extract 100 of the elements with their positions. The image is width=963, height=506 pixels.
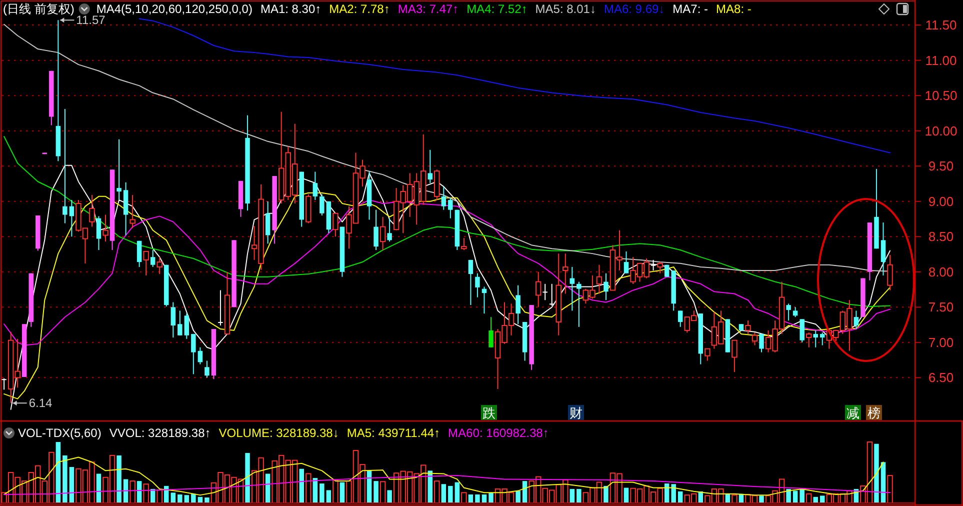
chart-title: (日线 前复权) <box>3 2 74 16</box>
candlestick <box>624 250 629 274</box>
bar <box>786 488 791 503</box>
bar <box>448 486 453 503</box>
chart-title: VOL-TDX(5,60) <box>18 426 102 440</box>
bar <box>156 490 162 504</box>
candlestick <box>448 197 453 219</box>
candlestick <box>380 216 386 251</box>
candlestick <box>704 348 710 362</box>
bar <box>191 494 196 503</box>
bar <box>678 491 683 503</box>
bar <box>387 490 392 503</box>
candlestick <box>136 240 142 268</box>
bar <box>671 484 676 503</box>
candlestick <box>374 209 378 251</box>
y-tick-label: 8.00 <box>928 264 954 280</box>
y-tick-label: 9.00 <box>928 194 954 209</box>
chart-subtitle: MA4(5,10,20,60,120,250,0,0) <box>96 2 252 16</box>
y-tick-label: 8.50 <box>928 229 954 244</box>
candlestick <box>806 332 812 348</box>
candlestick <box>800 318 804 343</box>
candlestick <box>204 360 210 378</box>
bar <box>340 482 345 503</box>
bar <box>265 474 270 503</box>
candlestick <box>96 216 102 251</box>
candlestick <box>461 238 467 251</box>
text: VVOL: 328189.38↑ <box>109 426 211 440</box>
text: MA1: 8.30↑ <box>260 2 322 16</box>
text: MA6: 9.69↓ <box>604 2 665 16</box>
candlestick <box>813 330 818 348</box>
candlestick <box>198 346 203 365</box>
bar <box>204 498 210 503</box>
candlestick <box>516 284 520 325</box>
bar <box>516 490 520 503</box>
candlestick <box>732 340 738 373</box>
candlestick <box>387 218 392 242</box>
candlestick <box>657 262 663 274</box>
bar <box>792 490 798 503</box>
candlestick <box>570 266 575 312</box>
bar <box>820 496 825 503</box>
annotation: 财 <box>570 406 582 420</box>
candlestick <box>2 378 6 390</box>
bar <box>874 444 879 503</box>
candlestick <box>143 250 149 276</box>
candlestick <box>150 250 156 268</box>
y-tick-label: 11.50 <box>925 18 957 33</box>
candlestick <box>759 333 764 353</box>
text: VOLUME: 328189.38↓ <box>218 426 339 440</box>
bar <box>461 492 467 504</box>
y-tick-label: 6.50 <box>928 370 954 386</box>
candlestick <box>178 310 182 336</box>
candlestick <box>89 194 95 228</box>
bar <box>116 455 122 503</box>
candlestick <box>745 320 751 334</box>
bar <box>800 488 804 503</box>
candlestick <box>854 310 859 330</box>
annotation: 榜 <box>868 406 880 420</box>
line-series <box>4 192 891 400</box>
text: MA2: 7.78↑ <box>329 2 390 16</box>
bar <box>184 495 190 503</box>
bar <box>130 480 136 504</box>
candlestick <box>562 253 568 294</box>
bar <box>759 496 764 503</box>
bar <box>56 442 61 503</box>
y-tick-label: 7.50 <box>928 300 954 315</box>
candlestick <box>542 283 548 301</box>
candlestick <box>265 200 270 244</box>
candlestick <box>887 254 893 291</box>
y-tick-label: 9.50 <box>928 158 954 174</box>
candlestick <box>678 310 683 328</box>
candlestick <box>650 259 656 271</box>
bar <box>441 484 446 503</box>
candlestick <box>488 316 494 348</box>
bar <box>576 488 582 503</box>
bar <box>332 479 338 504</box>
bar <box>732 494 738 504</box>
candlestick <box>191 333 196 375</box>
bar <box>306 473 312 504</box>
candlestick <box>752 332 758 346</box>
candlestick <box>184 313 190 340</box>
bar <box>326 490 332 503</box>
candlestick <box>428 149 432 184</box>
bar <box>62 455 68 503</box>
bar <box>813 496 818 503</box>
bar <box>245 452 250 503</box>
y-tick-label: 10.50 <box>924 88 958 104</box>
candlestick <box>792 306 798 318</box>
line-series <box>4 136 891 307</box>
candlestick <box>482 286 487 314</box>
text: MA5: 439711.44↑ <box>346 426 440 440</box>
bar <box>96 474 102 503</box>
bar <box>475 494 480 503</box>
candlestick <box>116 138 122 200</box>
bar <box>624 488 629 503</box>
candlestick <box>535 271 542 308</box>
bar <box>178 494 182 503</box>
text: MA8: - <box>716 2 752 16</box>
candlestick <box>820 332 825 346</box>
y-tick-label: 7.00 <box>928 334 954 350</box>
text: MA4: 7.52↑ <box>466 2 528 16</box>
